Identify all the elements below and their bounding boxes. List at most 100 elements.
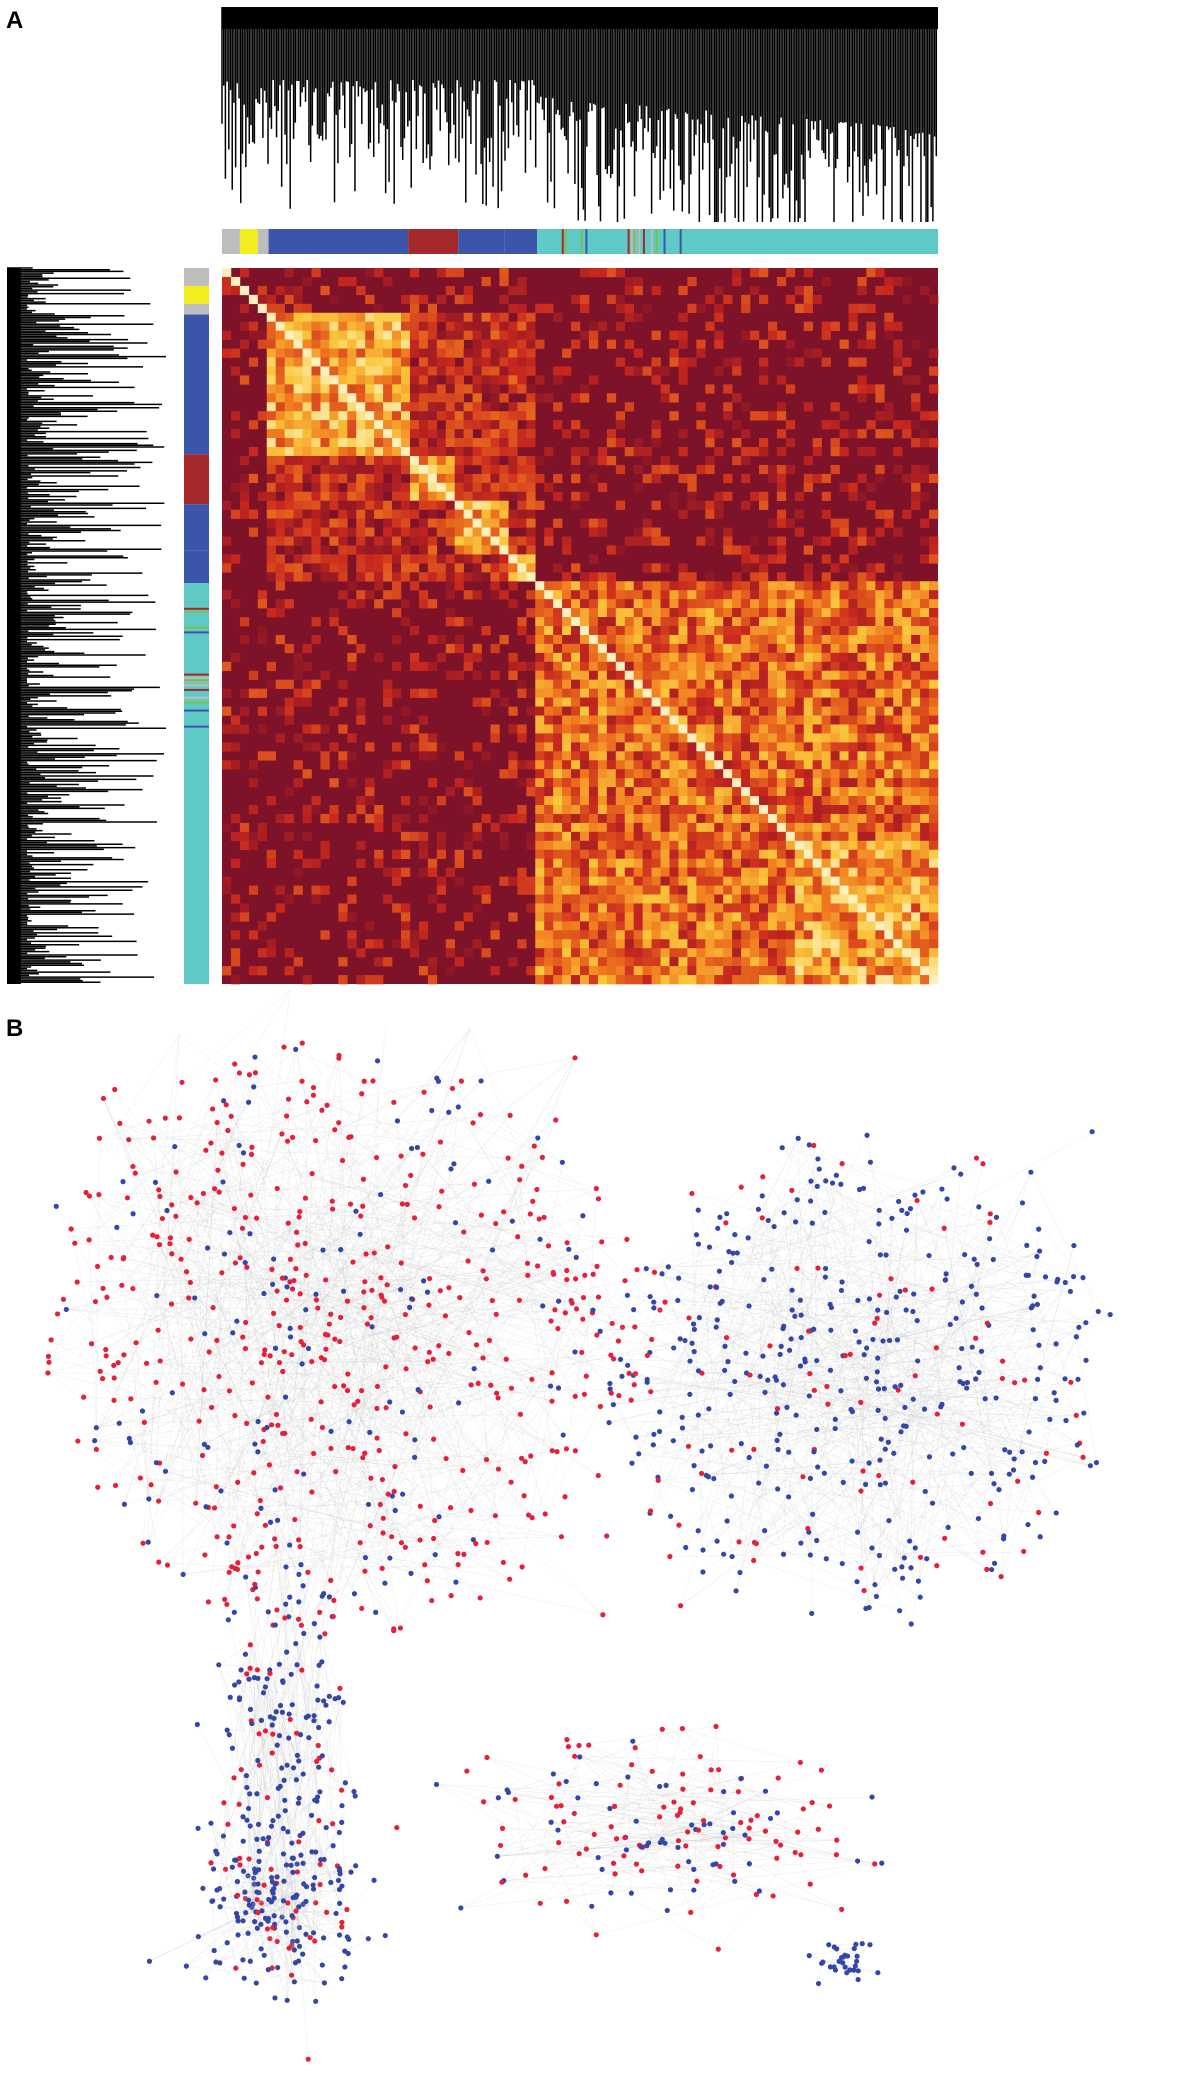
heatmap-cell bbox=[911, 697, 921, 707]
heatmap-cell bbox=[401, 536, 411, 546]
heatmap-cell bbox=[445, 312, 455, 322]
heatmap-cell bbox=[911, 840, 921, 851]
heatmap-cell bbox=[302, 536, 312, 546]
heatmap-cell bbox=[776, 787, 787, 797]
heatmap-cell bbox=[660, 876, 670, 886]
heatmap-cell bbox=[794, 706, 805, 716]
heatmap-cell bbox=[687, 957, 697, 967]
heatmap-cell bbox=[759, 876, 769, 886]
network-edge bbox=[158, 1525, 266, 1563]
heatmap-cell bbox=[508, 957, 518, 967]
heatmap-cell bbox=[436, 500, 447, 510]
heatmap-cell bbox=[490, 527, 500, 537]
heatmap-cell bbox=[311, 375, 321, 385]
heatmap-cell bbox=[759, 643, 769, 654]
heatmap-cell bbox=[750, 285, 760, 296]
heatmap-cell bbox=[857, 733, 867, 743]
heatmap-cell bbox=[624, 303, 634, 314]
heatmap-cell bbox=[401, 599, 411, 609]
heatmap-cell bbox=[633, 921, 643, 931]
heatmap-cell bbox=[902, 822, 912, 833]
heatmap-cell bbox=[588, 375, 599, 385]
heatmap-cell bbox=[365, 393, 375, 403]
heatmap-cell bbox=[553, 849, 563, 859]
heatmap-cell bbox=[830, 894, 840, 904]
heatmap-cell bbox=[687, 679, 697, 689]
heatmap-cell bbox=[427, 384, 438, 394]
network-edge bbox=[596, 1266, 636, 1374]
heatmap-cell bbox=[741, 599, 751, 609]
heatmap-cell bbox=[687, 581, 697, 591]
heatmap-cell bbox=[562, 813, 572, 824]
heatmap-cell bbox=[624, 617, 634, 627]
heatmap-cell bbox=[508, 599, 518, 609]
heatmap-cell bbox=[687, 975, 697, 985]
heatmap-cell bbox=[803, 912, 813, 922]
heatmap-cell bbox=[911, 590, 921, 600]
heatmap-cell bbox=[266, 429, 276, 439]
heatmap-cell bbox=[696, 813, 706, 824]
heatmap-cell bbox=[418, 429, 429, 439]
heatmap-cell bbox=[571, 751, 581, 761]
heatmap-cell bbox=[535, 876, 545, 886]
module-bar bbox=[184, 696, 209, 699]
heatmap-cell bbox=[588, 670, 599, 680]
network-edge bbox=[273, 1211, 300, 1260]
heatmap-cell bbox=[884, 769, 894, 779]
heatmap-cell bbox=[714, 715, 724, 725]
heatmap-cell bbox=[848, 733, 858, 743]
heatmap-cell bbox=[544, 751, 554, 761]
heatmap-cell bbox=[374, 572, 384, 582]
heatmap-cell bbox=[839, 858, 849, 868]
heatmap-cell bbox=[436, 634, 447, 645]
heatmap-cell bbox=[660, 679, 670, 689]
heatmap-cell bbox=[436, 393, 447, 403]
heatmap-cell bbox=[293, 867, 303, 877]
heatmap-cell bbox=[812, 769, 822, 779]
heatmap-cell bbox=[803, 697, 813, 707]
heatmap-cell bbox=[920, 536, 930, 546]
heatmap-cell bbox=[714, 491, 724, 501]
heatmap-cell bbox=[508, 339, 518, 349]
network-edge bbox=[220, 1490, 434, 1539]
heatmap-cell bbox=[633, 536, 643, 546]
heatmap-cell bbox=[776, 661, 787, 672]
heatmap-cell bbox=[624, 724, 634, 734]
heatmap-cell bbox=[812, 921, 822, 931]
heatmap-cell bbox=[929, 939, 939, 949]
heatmap-cell bbox=[427, 805, 438, 815]
heatmap-cell bbox=[794, 796, 805, 806]
heatmap-cell bbox=[651, 876, 661, 886]
heatmap-cell bbox=[562, 697, 572, 707]
heatmap-cell bbox=[588, 822, 599, 833]
heatmap-cell bbox=[526, 688, 536, 698]
heatmap-cell bbox=[794, 840, 805, 851]
heatmap-cell bbox=[633, 706, 643, 716]
heatmap-cell bbox=[481, 402, 491, 412]
heatmap-cell bbox=[588, 930, 599, 940]
network-edge bbox=[384, 1300, 430, 1353]
heatmap-cell bbox=[839, 643, 849, 654]
heatmap-cell bbox=[920, 939, 930, 949]
heatmap-cell bbox=[767, 715, 778, 725]
heatmap-cell bbox=[472, 849, 482, 859]
heatmap-cell bbox=[293, 464, 303, 475]
heatmap-cell bbox=[508, 581, 518, 591]
heatmap-cell bbox=[553, 903, 563, 913]
heatmap-cell bbox=[633, 885, 643, 895]
network-edge bbox=[171, 1253, 257, 1554]
heatmap-cell bbox=[392, 563, 402, 573]
heatmap-cell bbox=[427, 867, 438, 877]
heatmap-cell bbox=[374, 384, 384, 394]
heatmap-cell bbox=[651, 706, 661, 716]
heatmap-cell bbox=[651, 760, 661, 770]
heatmap-cell bbox=[830, 849, 840, 859]
heatmap-cell bbox=[436, 438, 447, 448]
heatmap-cell bbox=[696, 608, 706, 618]
heatmap-cell bbox=[696, 885, 706, 895]
heatmap-cell bbox=[678, 509, 688, 519]
heatmap-cell bbox=[463, 420, 473, 430]
heatmap-cell bbox=[401, 455, 411, 466]
heatmap-cell bbox=[526, 357, 536, 367]
heatmap-cell bbox=[750, 849, 760, 859]
